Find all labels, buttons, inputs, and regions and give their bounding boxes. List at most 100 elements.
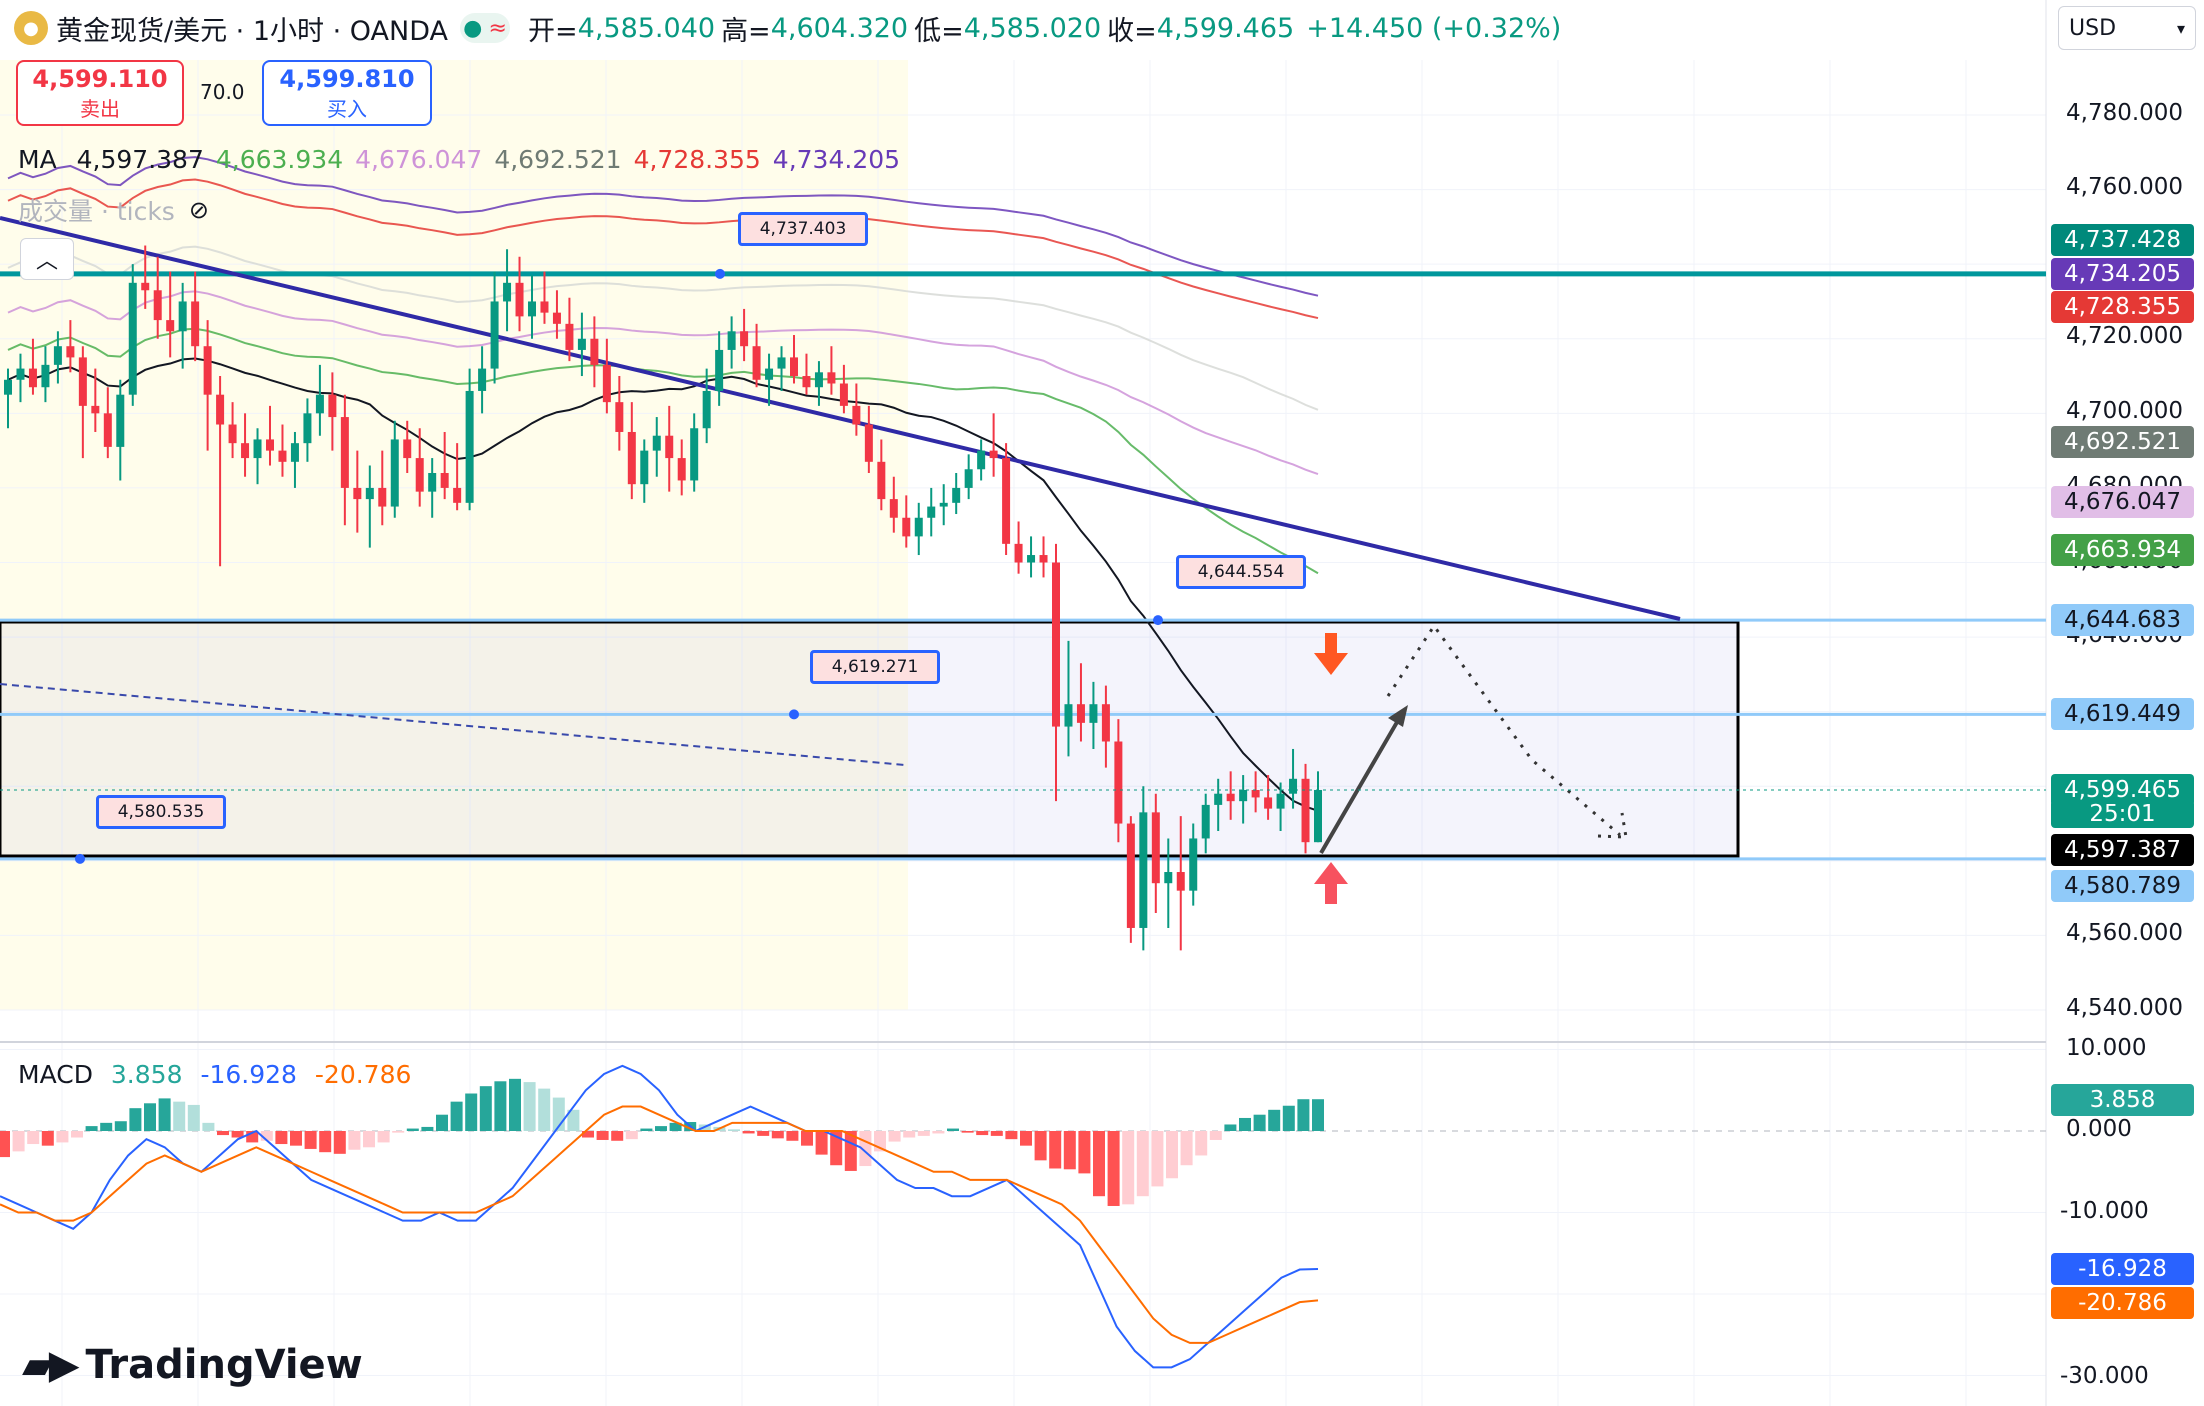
spread-value: 70.0 (200, 80, 245, 104)
macd-bar (260, 1131, 273, 1141)
macd-bar (0, 1131, 10, 1158)
candle-body (53, 346, 62, 365)
macd-bar (85, 1126, 98, 1131)
eye-hidden-icon[interactable]: ⊘ (188, 196, 209, 224)
macd-bar (655, 1126, 667, 1131)
candle-body (852, 405, 861, 425)
candle-body (902, 517, 911, 537)
symbol-header: ● 黄金现货/美元 · 1小时 · OANDA ● ≈ 开= 4,585.040 … (0, 0, 1561, 56)
price-tick: 4,560.000 (2066, 920, 2184, 946)
macd-bar (304, 1131, 317, 1149)
candles (4, 245, 1322, 951)
trendline[interactable] (0, 216, 1681, 621)
candle-body (153, 290, 162, 321)
macd-bar (333, 1131, 346, 1154)
price-tick: 4,720.000 (2066, 323, 2184, 349)
candle-body (1289, 778, 1298, 794)
currency-selector[interactable]: USD ▾ (2058, 6, 2196, 50)
candle-body (16, 368, 25, 380)
macd-bar (947, 1128, 959, 1131)
macd-bar (465, 1093, 478, 1131)
candle-body (303, 413, 312, 444)
macd-bar (961, 1131, 974, 1133)
tradingview-mark-icon: ▰▶ (22, 1342, 79, 1388)
macd-bar (290, 1131, 302, 1146)
candle-body (103, 413, 112, 447)
candle-body (864, 424, 873, 462)
candle-body (216, 394, 225, 425)
candle-body (927, 506, 936, 518)
candle-body (1101, 704, 1110, 742)
macd-bar (1005, 1131, 1018, 1140)
macd-bar (1020, 1131, 1032, 1146)
candle-body (1189, 838, 1198, 891)
axis-price-label: 4,734.205 (2051, 258, 2194, 290)
brand-name: TradingView (85, 1342, 363, 1388)
macd-bar (144, 1103, 156, 1131)
price-tick: 4,700.000 (2066, 398, 2184, 424)
ma-line (7, 327, 1319, 575)
tradingview-logo[interactable]: ▰▶ TradingView (22, 1342, 363, 1388)
macd-bar (596, 1131, 609, 1140)
callout-4737[interactable]: 4,737.403 (738, 212, 868, 246)
candle-body (453, 487, 462, 503)
macd-bar (625, 1131, 638, 1140)
candle-body (977, 450, 986, 470)
macd-bar (246, 1131, 259, 1143)
close-label: 收= (1107, 15, 1157, 47)
macd-bar (801, 1131, 813, 1146)
collapse-legend-button[interactable]: ︿ (20, 238, 74, 280)
callout-4619[interactable]: 4,619.271 (810, 650, 940, 684)
candle-body (428, 473, 437, 492)
sell-button[interactable]: 4,599.110 卖出 (16, 60, 184, 126)
candle-body (1239, 789, 1248, 802)
macd-bar (392, 1131, 405, 1133)
buy-button[interactable]: 4,599.810 买入 (262, 60, 432, 126)
macd-bar (742, 1131, 755, 1134)
candle-body (752, 346, 761, 380)
candle-body (552, 312, 561, 324)
axis-price-label: 25:01 (2051, 800, 2194, 828)
dashed-trendline[interactable] (0, 683, 906, 766)
live-dot-icon: ● (463, 15, 483, 41)
anchor-dot (75, 853, 85, 864)
candle-body (590, 338, 599, 365)
macd-bar (377, 1131, 390, 1143)
ma-legend[interactable]: MA 4,597.387 4,663.934 4,676.047 4,692.521 4… (18, 145, 912, 174)
volume-label: 成交量 · ticks (18, 197, 175, 226)
candle-body (1176, 872, 1185, 891)
candle-body (328, 394, 337, 418)
candle-body (278, 450, 287, 462)
candle-body (877, 461, 886, 500)
callout-4580[interactable]: 4,580.535 (96, 795, 226, 829)
buy-price: 4,599.810 (279, 64, 415, 93)
candle-body (1264, 797, 1273, 809)
macd-tick: 10.000 (2066, 1035, 2147, 1061)
macd-bar (1282, 1105, 1295, 1131)
macd-bar (450, 1101, 463, 1131)
change-value: +14.450 (+0.32%) (1306, 12, 1562, 44)
projection-arrows[interactable] (1319, 623, 1628, 855)
macd-bar (1122, 1131, 1135, 1205)
candle-body (1214, 793, 1223, 805)
price-tick: 4,540.000 (2066, 995, 2184, 1021)
volume-legend[interactable]: 成交量 · ticks ⊘ (18, 192, 209, 228)
macd-bar (1297, 1099, 1310, 1131)
market-status-badge[interactable]: ● ≈ (460, 13, 511, 43)
macd-bar (231, 1131, 244, 1138)
candle-body (515, 282, 524, 317)
candle-body (403, 439, 412, 459)
price-tick: 4,760.000 (2066, 174, 2184, 200)
symbol-title[interactable]: 黄金现货/美元 · 1小时 · OANDA (56, 15, 449, 47)
macd-bar (1166, 1131, 1178, 1179)
candle-body (528, 301, 536, 317)
sell-marker (1314, 633, 1348, 675)
macd-legend[interactable]: MACD 3.858 -16.928 -20.786 (18, 1060, 421, 1089)
macd-bar (1063, 1131, 1076, 1170)
macd-bar (830, 1131, 843, 1166)
candle-body (715, 349, 724, 391)
macd-bar (786, 1131, 799, 1141)
open-label: 开= (528, 15, 578, 47)
callout-4644[interactable]: 4,644.554 (1176, 555, 1306, 589)
